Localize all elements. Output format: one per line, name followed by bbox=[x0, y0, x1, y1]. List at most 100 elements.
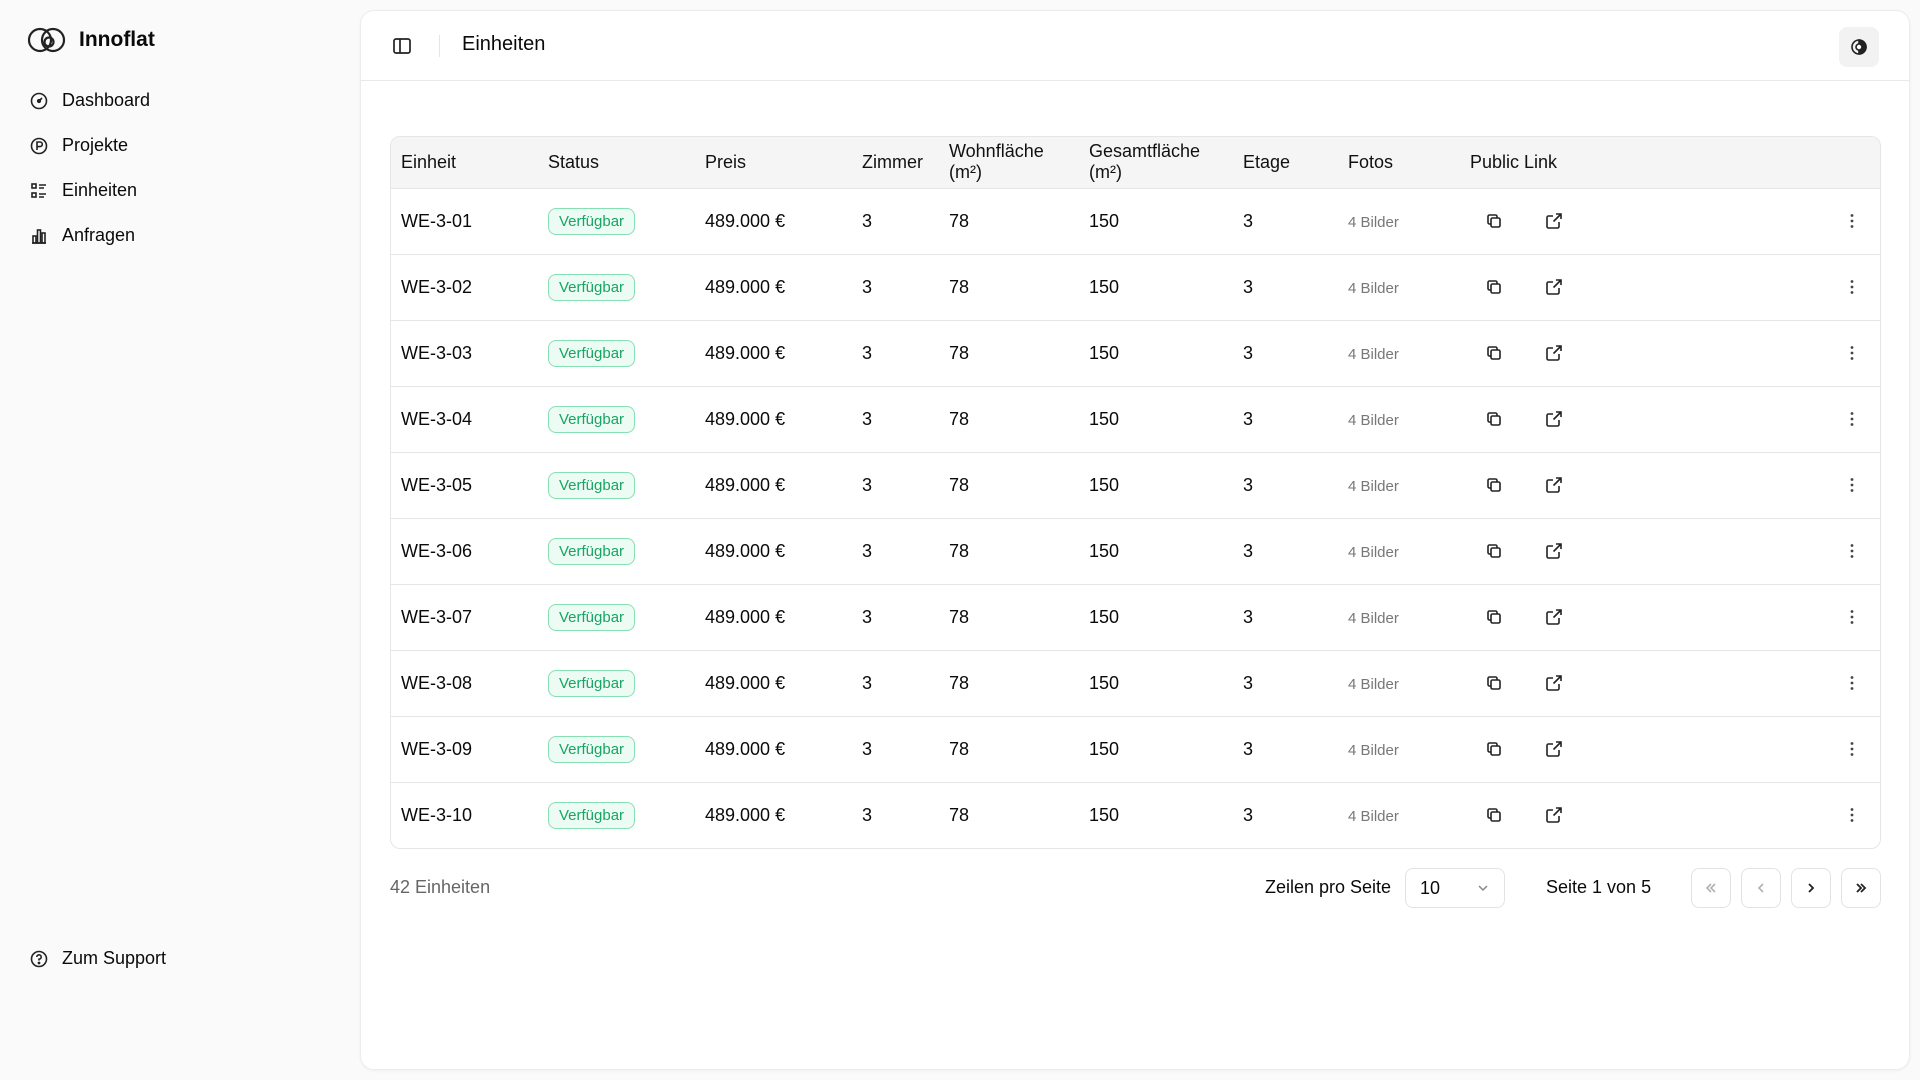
copy-link-icon[interactable] bbox=[1480, 207, 1508, 235]
cell-einheit: WE-3-03 bbox=[401, 342, 473, 363]
rows-per-page-select[interactable]: 10 bbox=[1405, 868, 1505, 908]
more-vertical-icon[interactable] bbox=[1838, 273, 1866, 301]
external-link-icon[interactable] bbox=[1540, 273, 1568, 301]
col-header-public-link[interactable]: Public Link bbox=[1460, 137, 1880, 189]
cell-public-link-copy bbox=[1460, 650, 1530, 716]
cell-zimmer: 3 bbox=[862, 474, 873, 495]
copy-link-icon[interactable] bbox=[1480, 603, 1508, 631]
table-row[interactable]: WE-3-05 Verfügbar 489.000 € 3 78 150 3 4 Bilder bbox=[391, 452, 1880, 518]
more-vertical-icon[interactable] bbox=[1838, 735, 1866, 763]
external-link-icon[interactable] bbox=[1540, 339, 1568, 367]
copy-link-icon[interactable] bbox=[1480, 669, 1508, 697]
support-link[interactable]: Zum Support bbox=[30, 948, 166, 969]
status-badge: Verfügbar bbox=[548, 669, 636, 697]
more-vertical-icon[interactable] bbox=[1838, 669, 1866, 697]
last-page-button[interactable] bbox=[1841, 868, 1881, 908]
prev-page-button[interactable] bbox=[1741, 868, 1781, 908]
brand[interactable]: Innoflat bbox=[27, 24, 155, 56]
theme-toggle-button[interactable] bbox=[1839, 27, 1879, 67]
cell-wohnflaeche: 78 bbox=[949, 606, 970, 627]
col-header-gesamtflaeche[interactable]: Gesamtfläche (m²) bbox=[1079, 137, 1233, 189]
more-vertical-icon[interactable] bbox=[1838, 405, 1866, 433]
contrast-icon bbox=[1851, 39, 1867, 55]
more-vertical-icon[interactable] bbox=[1838, 801, 1866, 829]
table-row[interactable]: WE-3-10 Verfügbar 489.000 € 3 78 150 3 4 Bilder bbox=[391, 782, 1880, 848]
sidebar-item-projekte[interactable]: Projekte bbox=[18, 123, 338, 168]
cell-public-link-copy bbox=[1460, 584, 1530, 650]
table-row[interactable]: WE-3-03 Verfügbar 489.000 € 3 78 150 3 4 Bilder bbox=[391, 320, 1880, 386]
cell-zimmer: 3 bbox=[862, 276, 873, 297]
cell-preis: 489.000 € bbox=[705, 606, 786, 627]
external-link-icon[interactable] bbox=[1540, 405, 1568, 433]
chevron-down-icon bbox=[1478, 885, 1488, 892]
col-header-fotos[interactable]: Fotos bbox=[1338, 137, 1460, 189]
external-link-icon[interactable] bbox=[1540, 669, 1568, 697]
cell-gesamtflaeche: 150 bbox=[1089, 210, 1120, 231]
table-row[interactable]: WE-3-07 Verfügbar 489.000 € 3 78 150 3 4 Bilder bbox=[391, 584, 1880, 650]
photo-count: 4 Bilder bbox=[1348, 411, 1399, 429]
sidebar-item-dashboard[interactable]: Dashboard bbox=[18, 78, 338, 123]
external-link-icon[interactable] bbox=[1540, 537, 1568, 565]
sidebar-toggle-icon[interactable] bbox=[391, 35, 413, 57]
sidebar-item-einheiten[interactable]: Einheiten bbox=[18, 168, 338, 213]
more-vertical-icon[interactable] bbox=[1838, 471, 1866, 499]
col-header-einheit[interactable]: Einheit bbox=[391, 137, 538, 189]
table-row[interactable]: WE-3-06 Verfügbar 489.000 € 3 78 150 3 4 Bilder bbox=[391, 518, 1880, 584]
copy-link-icon[interactable] bbox=[1480, 339, 1508, 367]
first-page-button[interactable] bbox=[1691, 868, 1731, 908]
copy-link-icon[interactable] bbox=[1480, 735, 1508, 763]
cell-gesamtflaeche: 150 bbox=[1089, 276, 1120, 297]
cell-status: Verfügbar bbox=[538, 254, 695, 320]
table-row[interactable]: WE-3-01 Verfügbar 489.000 € 3 78 150 3 4 Bilder bbox=[391, 188, 1880, 254]
external-link-icon[interactable] bbox=[1540, 207, 1568, 235]
page-info: Seite 1 von 5 bbox=[1546, 877, 1652, 897]
table-row[interactable]: WE-3-02 Verfügbar 489.000 € 3 78 150 3 4 Bilder bbox=[391, 254, 1880, 320]
cell-public-link-open bbox=[1530, 188, 1582, 254]
sidebar-item-anfragen[interactable]: Anfragen bbox=[18, 213, 338, 258]
external-link-icon[interactable] bbox=[1540, 735, 1568, 763]
table-row[interactable]: WE-3-08 Verfügbar 489.000 € 3 78 150 3 4 Bilder bbox=[391, 650, 1880, 716]
cell-zimmer: 3 bbox=[862, 540, 873, 561]
more-vertical-icon[interactable] bbox=[1838, 537, 1866, 565]
table-row[interactable]: WE-3-04 Verfügbar 489.000 € 3 78 150 3 4 Bilder bbox=[391, 386, 1880, 452]
photo-count: 4 Bilder bbox=[1348, 741, 1399, 759]
more-vertical-icon[interactable] bbox=[1838, 207, 1866, 235]
cell-public-link-open bbox=[1530, 254, 1582, 320]
cell-zimmer: 3 bbox=[862, 342, 873, 363]
cell-preis: 489.000 € bbox=[705, 540, 786, 561]
col-header-etage[interactable]: Etage bbox=[1233, 137, 1338, 189]
main-panel: Einheiten Einheit Status Preis Zimmer Wo… bbox=[360, 10, 1910, 1070]
cell-public-link-open bbox=[1530, 452, 1582, 518]
copy-link-icon[interactable] bbox=[1480, 273, 1508, 301]
external-link-icon[interactable] bbox=[1540, 603, 1568, 631]
cell-public-link-copy bbox=[1460, 782, 1530, 848]
next-page-button[interactable] bbox=[1791, 868, 1831, 908]
col-header-preis[interactable]: Preis bbox=[695, 137, 852, 189]
cell-etage: 3 bbox=[1243, 276, 1254, 297]
status-badge: Verfügbar bbox=[548, 801, 636, 829]
copy-link-icon[interactable] bbox=[1480, 471, 1508, 499]
cell-gesamtflaeche: 150 bbox=[1089, 606, 1120, 627]
cell-wohnflaeche: 78 bbox=[949, 408, 970, 429]
more-vertical-icon[interactable] bbox=[1838, 603, 1866, 631]
table-row[interactable]: WE-3-09 Verfügbar 489.000 € 3 78 150 3 4 Bilder bbox=[391, 716, 1880, 782]
cell-fotos: 4 Bilder bbox=[1338, 716, 1460, 782]
col-header-status[interactable]: Status bbox=[538, 137, 695, 189]
cell-gesamtflaeche: 150 bbox=[1089, 342, 1120, 363]
copy-link-icon[interactable] bbox=[1480, 405, 1508, 433]
sidebar-item-label: Dashboard bbox=[62, 90, 151, 110]
cell-public-link-open bbox=[1530, 584, 1582, 650]
cell-preis: 489.000 € bbox=[705, 276, 786, 297]
cell-public-link-copy bbox=[1460, 254, 1530, 320]
cell-zimmer: 3 bbox=[862, 804, 873, 825]
more-vertical-icon[interactable] bbox=[1838, 339, 1866, 367]
top-bar: Einheiten bbox=[361, 11, 1909, 81]
copy-link-icon[interactable] bbox=[1480, 537, 1508, 565]
cell-actions bbox=[1582, 188, 1880, 254]
external-link-icon[interactable] bbox=[1540, 471, 1568, 499]
copy-link-icon[interactable] bbox=[1480, 801, 1508, 829]
cell-preis: 489.000 € bbox=[705, 474, 786, 495]
col-header-zimmer[interactable]: Zimmer bbox=[852, 137, 939, 189]
external-link-icon[interactable] bbox=[1540, 801, 1568, 829]
col-header-wohnflaeche[interactable]: Wohnfläche (m²) bbox=[939, 137, 1079, 189]
